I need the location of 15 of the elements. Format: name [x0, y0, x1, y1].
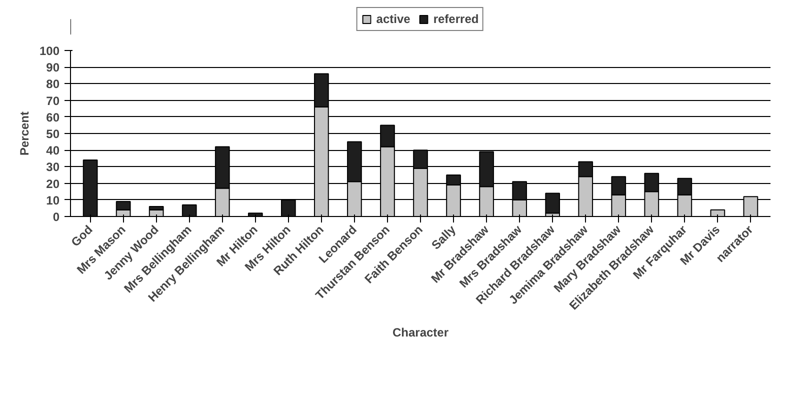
y-tick-label: 100 [39, 44, 60, 58]
y-tick-label: 40 [46, 144, 60, 158]
legend-label: active [376, 12, 410, 26]
y-tick-label: 50 [46, 127, 60, 141]
x-axis-title: Character [392, 326, 449, 340]
y-tick-label: 30 [46, 160, 60, 174]
y-tick-label: 90 [46, 60, 60, 75]
y-tick-label: 0 [52, 210, 60, 224]
y-tick-label: 10 [46, 193, 60, 208]
legend-label: referred [433, 12, 479, 26]
y-tick-label: 80 [46, 77, 60, 92]
y-axis-title: Percent [17, 111, 32, 156]
y-tick-label: 20 [46, 176, 60, 191]
y-tick-label: 60 [46, 110, 60, 124]
y-tick-label: 70 [46, 94, 60, 108]
